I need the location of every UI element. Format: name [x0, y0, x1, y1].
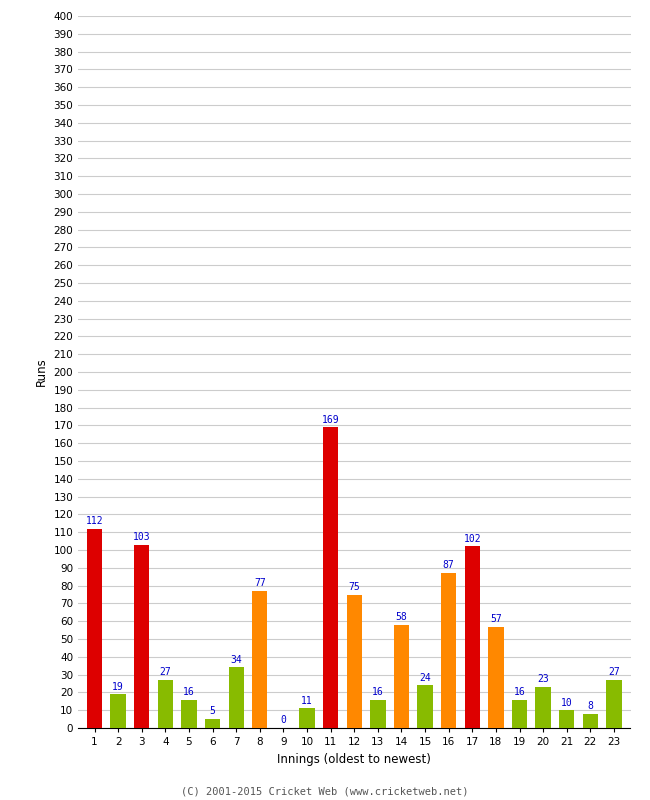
Bar — [536, 687, 551, 728]
Text: 27: 27 — [159, 667, 171, 678]
Text: 23: 23 — [538, 674, 549, 684]
Text: 58: 58 — [396, 612, 408, 622]
X-axis label: Innings (oldest to newest): Innings (oldest to newest) — [278, 753, 431, 766]
Bar — [181, 699, 197, 728]
Bar — [559, 710, 575, 728]
Bar — [465, 546, 480, 728]
Text: (C) 2001-2015 Cricket Web (www.cricketweb.net): (C) 2001-2015 Cricket Web (www.cricketwe… — [181, 786, 469, 796]
Bar — [488, 626, 504, 728]
Text: 75: 75 — [348, 582, 360, 592]
Text: 102: 102 — [463, 534, 481, 544]
Text: 169: 169 — [322, 414, 339, 425]
Bar — [441, 573, 456, 728]
Text: 8: 8 — [588, 701, 593, 711]
Text: 112: 112 — [86, 516, 103, 526]
Text: 5: 5 — [210, 706, 216, 717]
Text: 10: 10 — [561, 698, 573, 707]
Text: 16: 16 — [514, 687, 525, 697]
Y-axis label: Runs: Runs — [35, 358, 48, 386]
Bar — [394, 625, 409, 728]
Bar — [252, 591, 268, 728]
Text: 11: 11 — [301, 696, 313, 706]
Text: 16: 16 — [183, 687, 195, 697]
Text: 77: 77 — [254, 578, 266, 588]
Text: 103: 103 — [133, 532, 151, 542]
Bar — [158, 680, 173, 728]
Text: 34: 34 — [230, 655, 242, 665]
Bar — [205, 719, 220, 728]
Bar — [134, 545, 150, 728]
Bar — [606, 680, 621, 728]
Text: 27: 27 — [608, 667, 620, 678]
Text: 0: 0 — [281, 715, 287, 726]
Bar — [512, 699, 527, 728]
Text: 24: 24 — [419, 673, 431, 682]
Text: 57: 57 — [490, 614, 502, 624]
Bar — [346, 594, 362, 728]
Bar — [111, 694, 126, 728]
Text: 19: 19 — [112, 682, 124, 691]
Text: 87: 87 — [443, 561, 454, 570]
Bar — [323, 427, 338, 728]
Bar — [229, 667, 244, 728]
Bar — [370, 699, 385, 728]
Bar — [87, 529, 102, 728]
Bar — [300, 709, 315, 728]
Bar — [417, 686, 433, 728]
Bar — [582, 714, 598, 728]
Text: 16: 16 — [372, 687, 383, 697]
